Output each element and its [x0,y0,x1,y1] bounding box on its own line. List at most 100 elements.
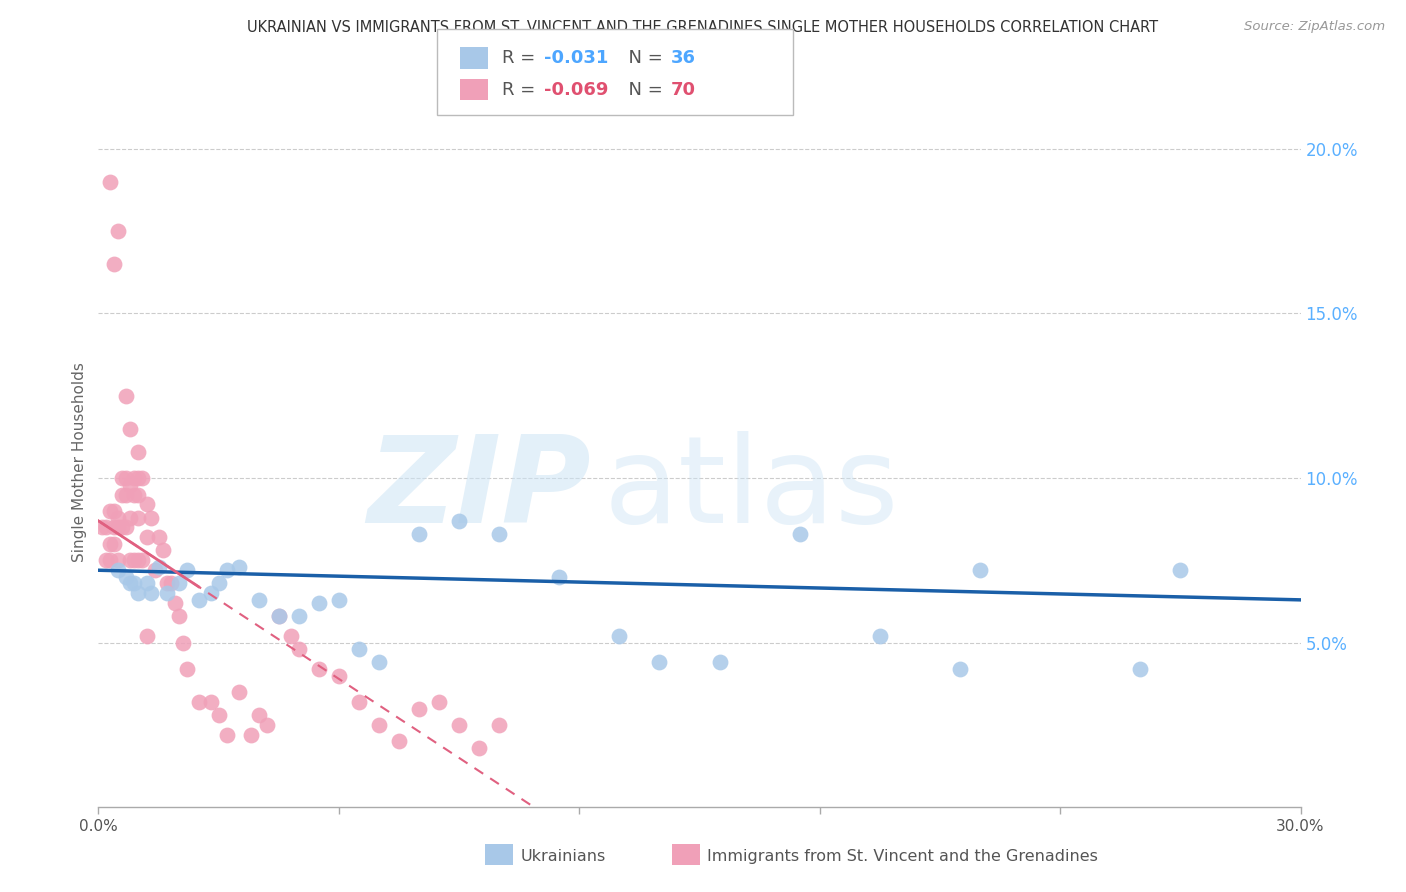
Point [100,504,122,518]
Point [200,586,222,600]
Point [609,629,631,643]
Point [247,593,270,607]
Point [155,586,177,600]
Point [328,593,350,607]
Point [176,563,198,577]
Point [107,553,129,567]
Point [100,175,122,189]
Text: N =: N = [617,49,669,67]
Point [139,510,162,524]
Point [111,471,134,485]
Point [267,609,290,624]
Text: Immigrants from St. Vincent and the Grenadines: Immigrants from St. Vincent and the Gren… [707,849,1098,863]
Point [131,553,153,567]
Text: 70: 70 [671,80,696,98]
Point [869,629,891,643]
Point [288,609,311,624]
Text: R =: R = [502,49,541,67]
Point [427,695,450,709]
Text: 36: 36 [671,49,696,67]
Text: -0.031: -0.031 [544,49,609,67]
Point [120,576,142,591]
Point [488,527,510,541]
Point [128,471,150,485]
Point [347,695,370,709]
Text: UKRAINIAN VS IMMIGRANTS FROM ST. VINCENT AND THE GRENADINES SINGLE MOTHER HOUSEH: UKRAINIAN VS IMMIGRANTS FROM ST. VINCENT… [247,20,1159,35]
Point [215,563,238,577]
Point [247,708,270,723]
Point [548,570,571,584]
Point [468,741,491,756]
Point [139,586,162,600]
Point [368,718,391,732]
Point [128,487,150,501]
Point [648,656,671,670]
Point [187,593,209,607]
Point [135,497,157,511]
Text: N =: N = [617,80,669,98]
Point [96,553,118,567]
Point [308,662,330,676]
Point [111,487,134,501]
Point [1170,563,1192,577]
Point [115,487,138,501]
Point [107,520,129,534]
Point [280,629,302,643]
Text: Ukrainians: Ukrainians [520,849,606,863]
Point [200,695,222,709]
Point [120,510,142,524]
Point [187,695,209,709]
Point [308,596,330,610]
Point [408,527,430,541]
Point [100,553,122,567]
Text: ZIP: ZIP [367,431,592,548]
Point [135,629,157,643]
Point [256,718,278,732]
Point [135,576,157,591]
Point [120,477,142,491]
Point [103,520,125,534]
Point [148,560,170,574]
Point [135,530,157,544]
Point [288,642,311,657]
Point [91,520,114,534]
Point [107,224,129,238]
Point [167,576,190,591]
Text: R =: R = [502,80,541,98]
Point [215,728,238,742]
Point [447,718,470,732]
Point [228,560,250,574]
Point [120,422,142,436]
Point [172,635,194,649]
Point [128,586,150,600]
Point [128,510,150,524]
Point [115,570,138,584]
Point [96,520,118,534]
Point [107,510,129,524]
Point [100,537,122,551]
Point [124,487,146,501]
Point [447,514,470,528]
Point [388,734,411,748]
Point [949,662,972,676]
Point [1129,662,1152,676]
Point [131,471,153,485]
Point [267,609,290,624]
Point [159,576,181,591]
Point [208,576,231,591]
Point [208,708,231,723]
Point [143,563,166,577]
Point [103,537,125,551]
Point [107,563,129,577]
Text: Source: ZipAtlas.com: Source: ZipAtlas.com [1244,20,1385,33]
Point [148,530,170,544]
Text: -0.069: -0.069 [544,80,609,98]
Point [228,685,250,699]
Point [152,543,174,558]
Point [111,520,134,534]
Point [347,642,370,657]
Point [368,656,391,670]
Point [115,471,138,485]
Point [103,504,125,518]
Point [155,576,177,591]
